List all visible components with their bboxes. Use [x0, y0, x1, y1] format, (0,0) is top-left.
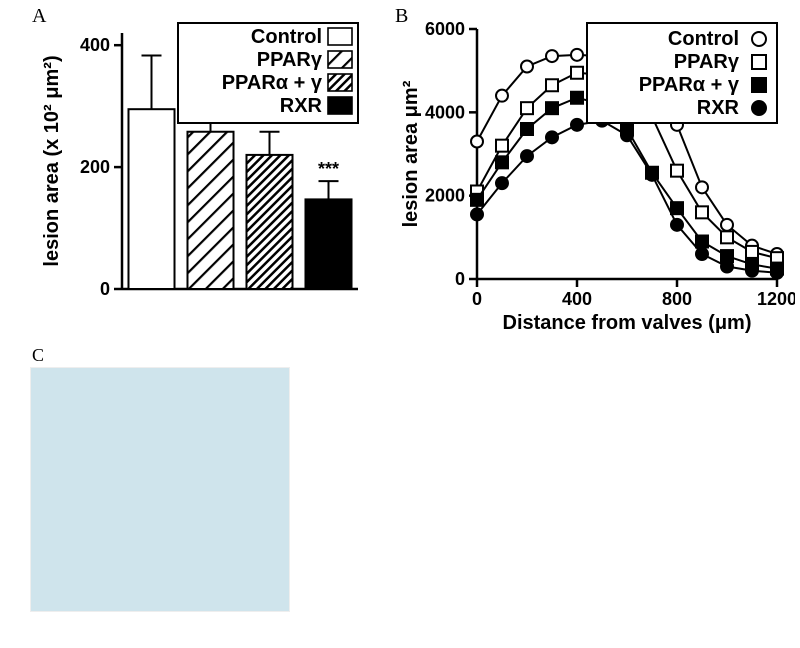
panel-b: B 0 2000 4000 6000 0 400 800 1200 lesion area μm…	[395, 5, 795, 335]
legend-item-label: RXR	[697, 97, 740, 119]
svg-text:1200: 1200	[757, 289, 795, 309]
svg-text:0: 0	[472, 289, 482, 309]
svg-text:400: 400	[562, 289, 592, 309]
panel-a-chart: 0200400lesion area (x 10² μm²)*******Con…	[30, 5, 380, 335]
bar-PPARα + γ	[246, 155, 292, 289]
histology-image	[30, 367, 290, 612]
panel-b-label: B	[395, 5, 408, 28]
panel-c: C	[30, 345, 770, 645]
bar-Control	[128, 109, 174, 289]
legend-item-label: RXR	[280, 95, 323, 117]
svg-text:4000: 4000	[425, 102, 465, 122]
svg-text:400: 400	[80, 35, 110, 55]
svg-text:0: 0	[455, 269, 465, 289]
panel-a-label: A	[32, 5, 46, 28]
legend-swatch	[328, 51, 352, 68]
legend-item-label: PPARα + γ	[222, 72, 323, 94]
panel-b-chart: 0 2000 4000 6000 0 400 800 1200 lesion area μm² D…	[395, 5, 795, 335]
legend-swatch	[328, 74, 352, 91]
svg-text:200: 200	[80, 157, 110, 177]
panel-c-label: C	[32, 345, 44, 366]
panel-c-images	[30, 367, 770, 612]
svg-text:Distance from valves (μm): Distance from valves (μm)	[503, 312, 752, 334]
svg-text:2000: 2000	[425, 186, 465, 206]
svg-text:***: ***	[318, 159, 339, 179]
legend-item-label: Control	[251, 26, 322, 48]
legend-swatch	[328, 97, 352, 114]
bar-RXR	[305, 199, 351, 289]
panel-a: A 0200400lesion area (x 10² μm²)*******C…	[30, 5, 380, 335]
svg-text:6000: 6000	[425, 19, 465, 39]
legend-swatch	[328, 28, 352, 45]
legend-item-label: PPARγ	[674, 51, 740, 73]
svg-text:lesion area (x 10² μm²): lesion area (x 10² μm²)	[41, 55, 63, 266]
bar-PPARγ	[187, 132, 233, 289]
svg-text:800: 800	[662, 289, 692, 309]
legend-item-label: PPARγ	[257, 49, 323, 71]
figure-root: A 0200400lesion area (x 10² μm²)*******C…	[0, 0, 800, 648]
svg-text:0: 0	[100, 279, 110, 299]
legend-item-label: Control	[668, 28, 739, 50]
legend-item-label: PPARα + γ	[639, 74, 740, 96]
svg-text:lesion area μm²: lesion area μm²	[400, 80, 422, 227]
